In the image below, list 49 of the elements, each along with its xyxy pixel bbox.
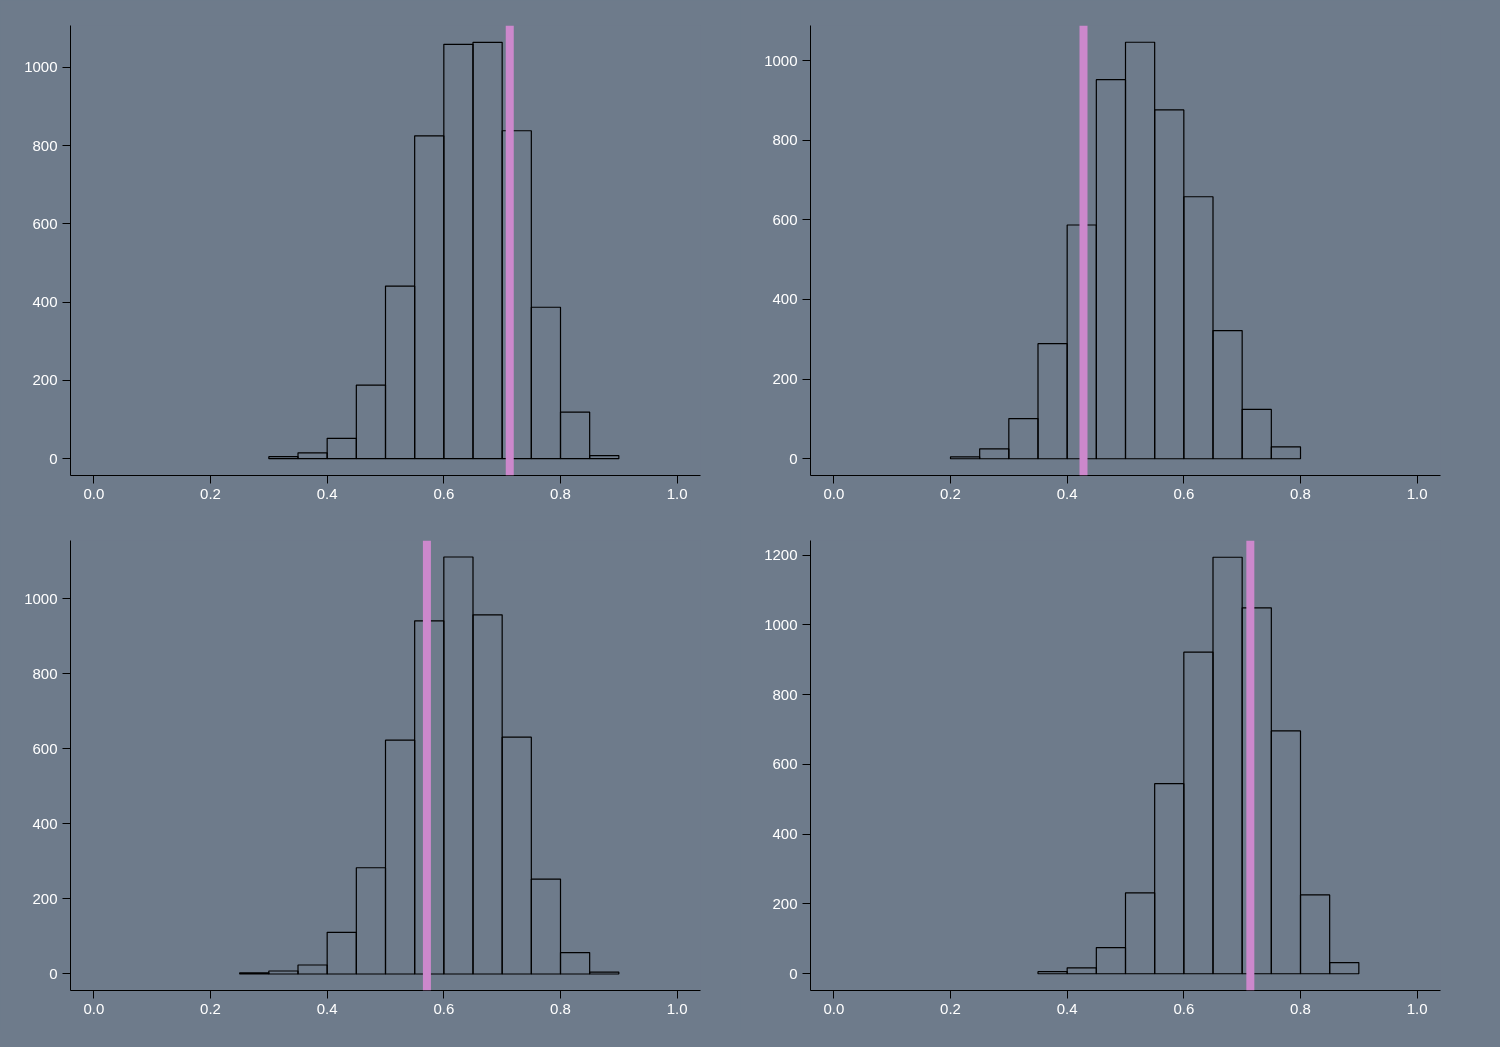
y-tick-label: 1000 [24,589,58,607]
x-tick-label: 0.6 [1173,999,1195,1017]
y-tick-label: 400 [32,814,58,832]
x-tick-label: 1.0 [666,484,688,502]
y-tick-label: 600 [32,739,58,757]
x-tick-label: 0.8 [1290,999,1311,1017]
y-tick-label: 1200 [764,546,798,564]
x-tick-label: 0.4 [1056,999,1078,1017]
y-tick-label: 400 [772,825,798,843]
y-tick-label: 800 [772,685,798,703]
y-tick-label: 1000 [24,58,58,76]
x-tick-label: 1.0 [1406,484,1428,502]
y-tick-label: 1000 [764,51,798,69]
x-tick-label: 1.0 [1406,999,1428,1017]
x-tick-label: 0.0 [823,484,845,502]
y-tick-label: 200 [772,370,798,388]
x-tick-label: 0.6 [433,484,455,502]
y-tick-label: 200 [32,889,58,907]
y-tick-label: 800 [32,136,58,154]
y-tick-label: 0 [49,449,58,467]
y-tick-label: 400 [32,293,58,311]
x-tick-label: 0.4 [1056,484,1078,502]
x-tick-label: 0.2 [940,484,961,502]
y-tick-label: 600 [772,210,798,228]
y-tick-label: 600 [32,214,58,232]
y-tick-label: 0 [49,964,58,982]
x-tick-label: 0.6 [433,999,455,1017]
x-tick-label: 0.8 [550,999,571,1017]
x-tick-label: 0.4 [316,484,338,502]
x-tick-label: 0.2 [940,999,961,1017]
y-tick-label: 0 [789,449,798,467]
y-tick-label: 400 [772,290,798,308]
y-tick-label: 800 [772,131,798,149]
y-tick-label: 600 [772,755,798,773]
x-tick-label: 0.0 [83,999,105,1017]
x-tick-label: 0.8 [550,484,571,502]
y-tick-label: 200 [32,371,58,389]
y-tick-label: 0 [789,964,798,982]
x-tick-label: 0.0 [823,999,845,1017]
x-tick-label: 1.0 [666,999,688,1017]
x-tick-label: 0.0 [83,484,105,502]
y-tick-label: 800 [32,664,58,682]
y-tick-label: 200 [772,894,798,912]
x-tick-label: 0.6 [1173,484,1195,502]
y-tick-label: 1000 [764,615,798,633]
x-tick-label: 0.2 [200,484,221,502]
x-tick-label: 0.4 [316,999,338,1017]
x-tick-label: 0.8 [1290,484,1311,502]
x-tick-label: 0.2 [200,999,221,1017]
